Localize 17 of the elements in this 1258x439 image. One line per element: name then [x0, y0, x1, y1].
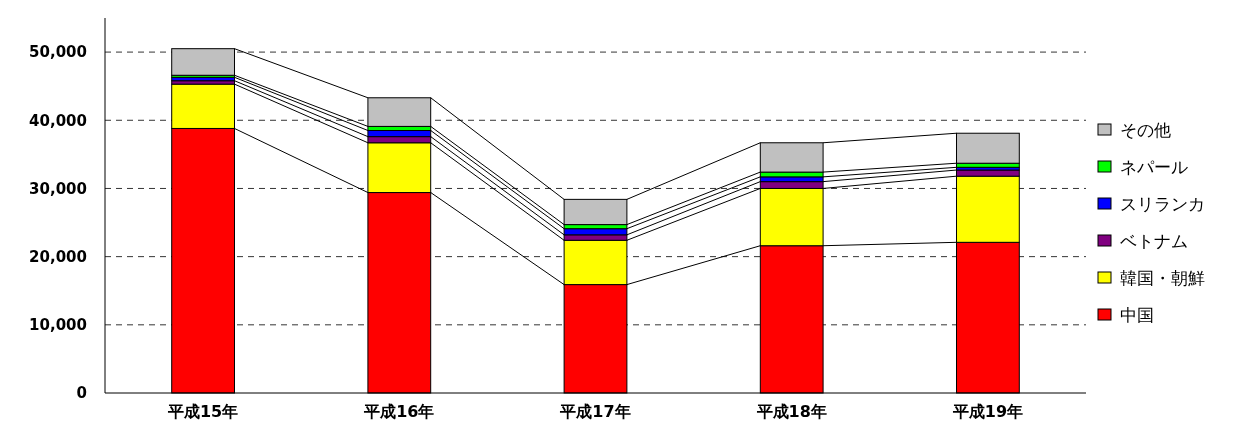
x-tick-label: 平成15年 [166, 402, 239, 421]
legend-label: 韓国・朝鮮 [1120, 267, 1205, 288]
y-tick-label: 30,000 [29, 179, 87, 198]
legend-label: スリランカ [1120, 193, 1205, 214]
y-tick-label: 50,000 [29, 43, 87, 62]
x-tick-label: 平成18年 [755, 402, 827, 421]
legend-label: ベトナム [1120, 230, 1188, 251]
x-tick-label: 平成16年 [363, 402, 435, 421]
y-tick-label: 40,000 [29, 111, 87, 130]
y-tick-label: 20,000 [29, 247, 87, 266]
legend-label: ネパール [1120, 156, 1188, 177]
y-tick-label: 0 [76, 384, 87, 403]
legend-label: 中国 [1120, 304, 1154, 325]
y-tick-label: 10,000 [29, 316, 87, 335]
legend-label: その他 [1120, 119, 1171, 140]
x-tick-label: 平成17年 [559, 402, 631, 421]
x-tick-label: 平成19年 [951, 402, 1024, 421]
